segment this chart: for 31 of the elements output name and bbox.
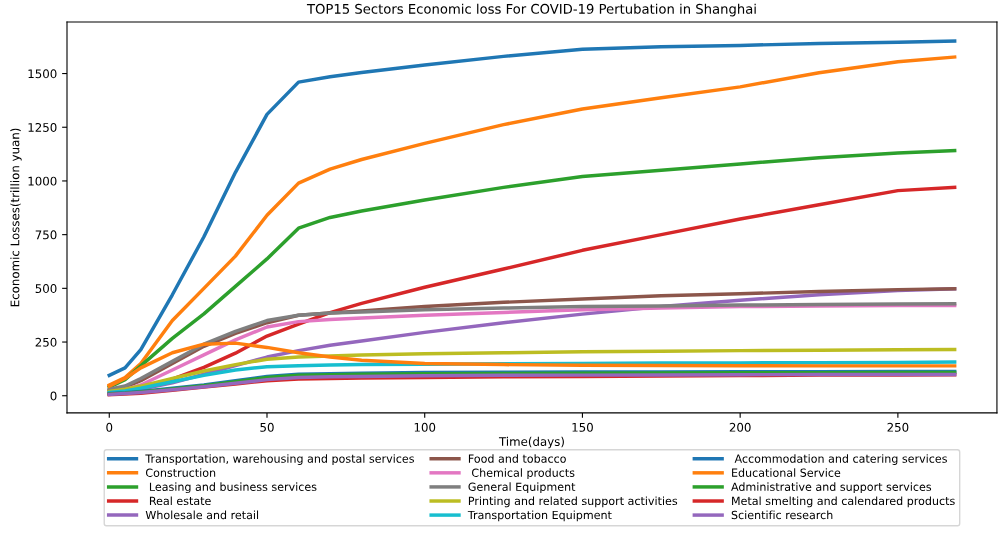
x-tick-label: 250 [887, 422, 909, 432]
legend-label: Printing and related support activities [468, 496, 678, 508]
legend-label: Educational Service [732, 468, 841, 477]
x-tick-label: 100 [414, 422, 436, 432]
y-tick-label: 1250 [28, 122, 57, 132]
x-axis-title: Time(days) [498, 436, 564, 449]
y-tick-label: 500 [35, 284, 57, 293]
x-tick-label: 150 [572, 422, 593, 432]
x-tick-label: 50 [260, 422, 274, 432]
legend-label: General Equipment [468, 482, 576, 494]
legend-label: Accommodation and catering services [734, 454, 947, 465]
legend-label: Real estate [149, 496, 211, 506]
legend-label: Leasing and business services [149, 482, 317, 494]
legend-label: Scientific research [731, 510, 833, 520]
legend-label: Metal smelting and calendared products [732, 496, 955, 508]
legend-label: Chemical products [472, 468, 575, 480]
x-tick-label: 200 [729, 422, 751, 432]
y-tick-label: 750 [35, 230, 57, 240]
x-tick-label: 0 [106, 422, 113, 432]
legend-label: Transportation Equipment [467, 510, 612, 522]
legend-label: Food and tobacco [468, 454, 566, 463]
y-axis-title: Economic Losses(trillion yuan) [10, 128, 22, 307]
y-tick-label: 1500 [28, 69, 57, 79]
legend-label: Construction [145, 468, 216, 477]
y-tick-label: 1000 [28, 176, 57, 186]
legend-label: Administrative and support services [731, 482, 932, 494]
legend-label: Transportation, warehousing and postal services [145, 454, 414, 465]
y-tick-label: 250 [35, 337, 57, 347]
y-tick-label: 0 [50, 391, 57, 401]
legend-label: Wholesale and retail [145, 510, 259, 520]
chart-title: TOP15 Sectors Economic loss For COVID-19 Pertubation in Shanghai [306, 3, 756, 17]
